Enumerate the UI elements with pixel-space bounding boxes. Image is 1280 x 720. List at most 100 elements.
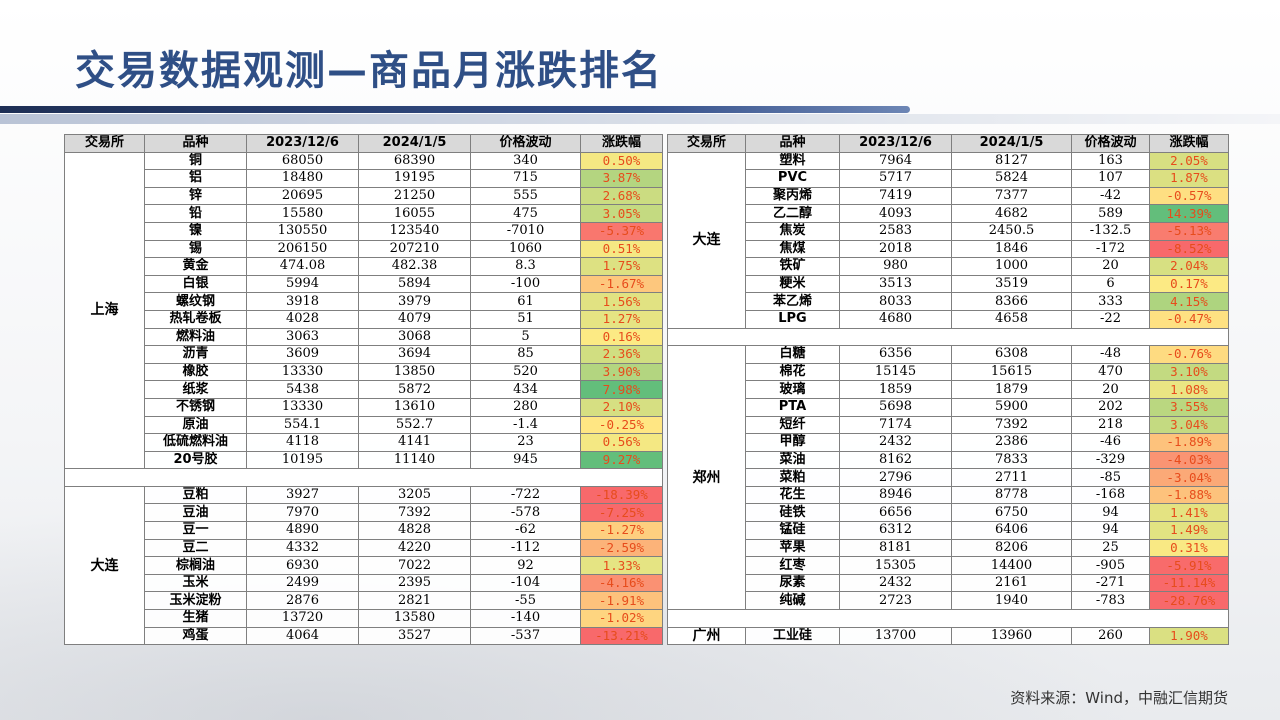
table-row: 低硫燃料油 4118 4141 23 0.56%	[65, 433, 663, 452]
table-row: 锰硅 6312 6406 94 1.49%	[668, 521, 1229, 540]
table-row: 鸡蛋 4064 3527 -537 -13.21%	[65, 626, 663, 646]
change-percent: 0.51%	[580, 239, 663, 259]
price-change: -132.5	[1071, 221, 1150, 241]
price-change: 333	[1071, 292, 1150, 311]
commodity-name: 焦炭	[745, 221, 840, 241]
price-change: -168	[1071, 485, 1150, 505]
commodity-name: 生猪	[144, 609, 247, 628]
price-2023-12-6: 554.1	[246, 415, 359, 435]
exchange-cell: 大连	[64, 485, 145, 646]
price-2024-1-5: 1879	[951, 380, 1072, 399]
price-change: -42	[1071, 186, 1150, 206]
commodity-name: 20号胶	[144, 450, 247, 470]
commodity-name: 焦煤	[745, 239, 840, 259]
price-2024-1-5: 4141	[358, 433, 471, 452]
price-change: 340	[470, 151, 581, 171]
price-2023-12-6: 3927	[246, 485, 359, 505]
commodity-name: 豆一	[144, 521, 247, 540]
price-change: 5	[470, 327, 581, 347]
price-2024-1-5: 4220	[358, 538, 471, 558]
commodity-name: 铁矿	[745, 257, 840, 276]
left-ranking-table: 交易所 品种 2023/12/6 2024/1/5 价格波动 涨跌幅 上海铜 68050 683…	[64, 134, 663, 646]
change-percent: -0.25%	[580, 415, 663, 435]
table-row: 热轧卷板 4028 4079 51 1.27%	[65, 309, 663, 329]
column-header: 价格波动	[470, 134, 581, 153]
price-2023-12-6: 474.08	[246, 257, 359, 276]
price-change: 8.3	[470, 257, 581, 276]
commodity-name: 原油	[144, 415, 247, 435]
table-row: 铅 15580 16055 475 3.05%	[65, 204, 663, 223]
price-2024-1-5: 7833	[951, 450, 1072, 470]
table-row: 菜粕 2796 2711 -85 -3.04%	[668, 468, 1229, 487]
price-2023-12-6: 13330	[246, 397, 359, 417]
commodity-name: 低硫燃料油	[144, 433, 247, 452]
separator-cell	[64, 468, 663, 487]
price-2024-1-5: 68390	[358, 151, 471, 171]
price-change: -104	[470, 573, 581, 593]
price-2024-1-5: 13850	[358, 362, 471, 382]
commodity-name: 沥青	[144, 345, 247, 364]
change-percent: -18.39%	[580, 485, 663, 505]
title-band-light	[0, 114, 1280, 124]
change-percent: 3.05%	[580, 204, 663, 223]
column-header: 涨跌幅	[1149, 134, 1229, 153]
table-row: 郑州 白糖 6356 6308 -48 -0.76%	[667, 345, 1229, 611]
price-2023-12-6: 2432	[839, 573, 952, 593]
price-change: 6	[1071, 274, 1150, 294]
commodity-name: 白银	[144, 274, 247, 294]
table-row: 豆油 7970 7392 -578 -7.25%	[65, 503, 663, 523]
price-2024-1-5: 2395	[358, 573, 471, 593]
price-2023-12-6: 7174	[839, 415, 952, 435]
price-change: -1.4	[470, 415, 581, 435]
price-2024-1-5: 7392	[358, 503, 471, 523]
table-row: 白银 5994 5894 -100 -1.67%	[65, 274, 663, 294]
table-row: 广州 工业硅 13700 13960 260 1.90%	[667, 626, 1229, 646]
table-row: 苯乙烯 8033 8366 333 4.15%	[668, 292, 1229, 311]
commodity-name: 塑料	[745, 151, 840, 171]
commodity-name: 锰硅	[745, 521, 840, 540]
price-2024-1-5: 1846	[951, 239, 1072, 259]
commodity-name: 镍	[144, 221, 247, 241]
price-2023-12-6: 2018	[839, 239, 952, 259]
price-change: -62	[470, 521, 581, 540]
price-change: 475	[470, 204, 581, 223]
price-2024-1-5: 3979	[358, 292, 471, 311]
exchange-cell: 郑州	[667, 345, 746, 611]
price-2023-12-6: 980	[839, 257, 952, 276]
price-2023-12-6: 6312	[839, 521, 952, 540]
commodity-name: 豆二	[144, 538, 247, 558]
price-2024-1-5: 4682	[951, 204, 1072, 223]
price-2024-1-5: 6750	[951, 503, 1072, 523]
price-change: 23	[470, 433, 581, 452]
price-2023-12-6: 7964	[839, 151, 952, 171]
price-2023-12-6: 20695	[246, 186, 359, 206]
price-2024-1-5: 482.38	[358, 257, 471, 276]
table-row: 焦炭 2583 2450.5 -132.5 -5.13%	[668, 221, 1229, 241]
price-change: 20	[1071, 257, 1150, 276]
price-2024-1-5: 8778	[951, 485, 1072, 505]
price-change: -46	[1071, 433, 1150, 452]
price-2024-1-5: 4828	[358, 521, 471, 540]
price-change: 715	[470, 169, 581, 188]
price-2023-12-6: 2723	[839, 591, 952, 611]
commodity-name: 苯乙烯	[745, 292, 840, 311]
price-2024-1-5: 3068	[358, 327, 471, 347]
table-row: 甲醇 2432 2386 -46 -1.89%	[668, 433, 1229, 452]
commodity-name: 聚丙烯	[745, 186, 840, 206]
commodity-name: 锡	[144, 239, 247, 259]
price-2023-12-6: 7419	[839, 186, 952, 206]
commodity-name: 黄金	[144, 257, 247, 276]
change-percent: 3.55%	[1149, 397, 1229, 417]
table-row: 豆二 4332 4220 -112 -2.59%	[65, 538, 663, 558]
price-2024-1-5: 5900	[951, 397, 1072, 417]
table-row: 玻璃 1859 1879 20 1.08%	[668, 380, 1229, 399]
change-percent: -4.16%	[580, 573, 663, 593]
price-2024-1-5: 3519	[951, 274, 1072, 294]
price-2023-12-6: 10195	[246, 450, 359, 470]
change-percent: -5.91%	[1149, 556, 1229, 575]
change-percent: 0.16%	[580, 327, 663, 347]
price-2023-12-6: 18480	[246, 169, 359, 188]
table-row: 沥青 3609 3694 85 2.36%	[65, 345, 663, 364]
price-change: -100	[470, 274, 581, 294]
commodity-name: 工业硅	[745, 626, 840, 646]
